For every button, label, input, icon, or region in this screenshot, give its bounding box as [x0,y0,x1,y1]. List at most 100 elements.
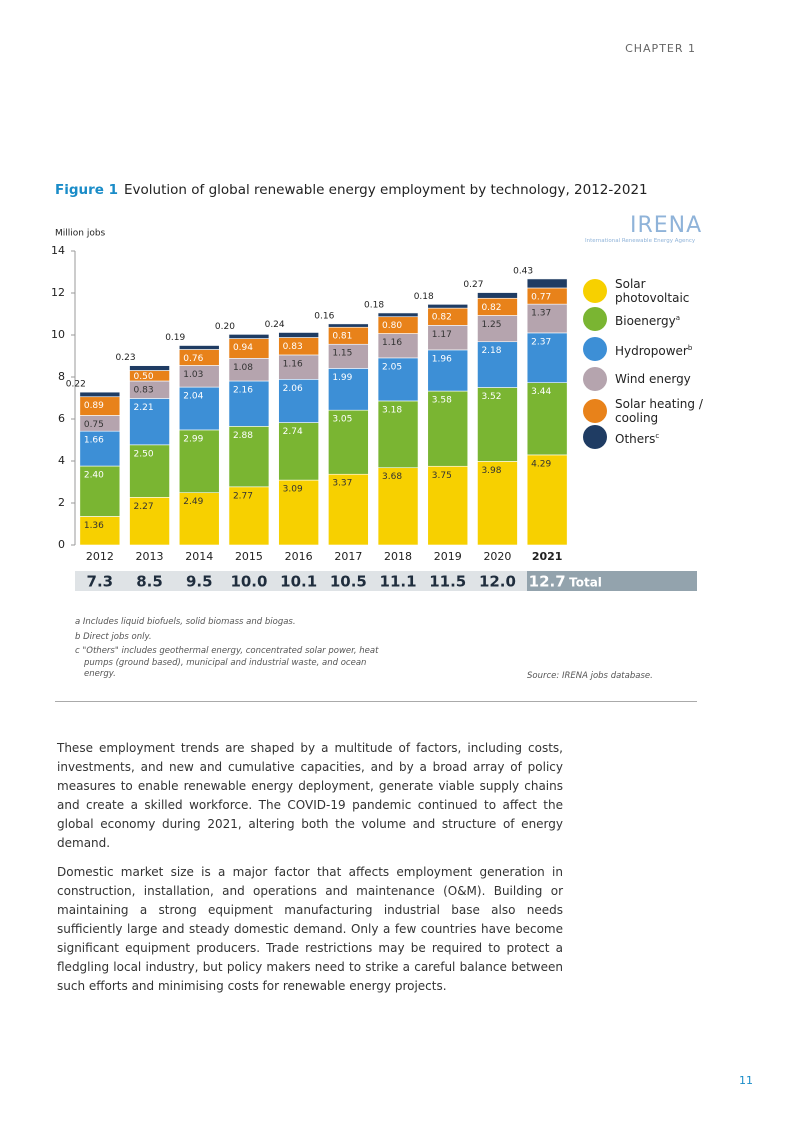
legend-entry: Hydropowerb [583,337,707,361]
data-label: 0.18 [414,292,434,302]
data-label: 3.09 [283,485,303,495]
bar-segment [79,391,121,398]
bar-segment [477,315,518,343]
bar-segment [228,380,270,427]
logo: IRENA International Renewable Energy Age… [585,213,703,244]
bar-segment [278,479,319,546]
bar-segment [377,312,419,318]
x-tick-label: 2017 [334,550,362,563]
footnotes: a Includes liquid biofuels, solid biomas… [75,617,395,684]
data-label: 3.75 [432,471,452,481]
data-label: 2.04 [183,392,203,402]
legend-entry: Wind energy [583,367,707,391]
data-label: 0.82 [432,313,452,323]
source: Source: IRENA jobs database. [527,671,653,681]
legend-label: Bioenergya [615,311,707,328]
bar-segment [278,354,319,380]
legend-icon [583,399,607,423]
y-tick-label: 12 [51,286,65,299]
data-label: 0.76 [183,354,203,364]
total-label: 10.0 [230,573,267,591]
data-label: 1.25 [481,320,501,330]
data-label: 1.36 [84,521,104,531]
data-label: 1.15 [332,349,352,359]
data-label: 3.98 [481,466,501,476]
bar-segment [278,379,319,423]
data-label: 0.89 [84,401,104,411]
bar-segment [526,303,568,334]
data-label: 0.18 [364,300,384,310]
data-label: 0.24 [265,320,285,330]
data-label: 1.17 [432,330,452,340]
bar-segment [278,422,319,481]
legend-label: Solar photovoltaic [615,277,707,305]
total-label: 11.1 [380,573,417,591]
chapter-label: CHAPTER 1 [625,42,696,55]
x-tick-label: 2016 [285,550,313,563]
data-label: 2.21 [134,403,154,413]
paragraph: These employment trends are shaped by a … [57,741,563,850]
data-label: 3.18 [382,405,402,415]
legend-label: Solar heating / cooling [615,397,707,425]
figure-caption: Evolution of global renewable energy emp… [124,182,648,198]
bar-segment [228,426,270,488]
data-label: 3.52 [481,392,501,402]
bar-segment [79,430,121,467]
legend-entry: Solar heating / cooling [583,397,707,425]
bar-segment [328,409,369,475]
legend-label: Hydropowerb [615,341,707,358]
legend-note: b [687,343,693,352]
data-label: 2.77 [233,491,253,501]
data-label: 4.29 [531,459,551,469]
bar-segment [328,368,369,411]
legend-entry: Solar photovoltaic [583,277,707,305]
footnote: c "Others" includes geothermal energy, c… [75,646,379,679]
data-label: 1.99 [332,373,352,383]
bar-segment [129,398,170,446]
data-label: 3.68 [382,472,402,482]
legend-entry: Othersc [583,425,707,449]
legend-label: Wind energy [615,372,707,386]
x-tick-label: 2012 [86,550,114,563]
legend-name: Others [615,431,656,446]
bar-segment [228,334,270,339]
total-label: 7.3 [87,573,114,591]
data-label: 0.80 [382,321,402,331]
legend-label: Othersc [615,429,707,446]
data-label: 0.20 [215,322,235,332]
data-label: 3.37 [332,479,352,489]
total-label: 12.0 [479,573,516,591]
data-label: 2.88 [233,431,253,441]
data-label: 3.44 [531,387,551,397]
data-label: 2.05 [382,362,402,372]
x-tick-label: 2013 [136,550,164,563]
bar-segment [178,429,220,494]
data-label: 2.40 [84,471,104,481]
y-tick-label: 10 [51,328,65,341]
x-tick-label: 2021 [532,550,563,563]
data-label: 2.50 [134,449,154,459]
y-tick-label: 4 [58,454,65,467]
body-text: These employment trends are shaped by a … [57,739,563,1006]
data-label: 0.16 [314,311,334,321]
data-label: 0.82 [481,303,501,313]
data-label: 1.03 [183,370,203,380]
legend-icon [583,307,607,331]
total-label: 10.5 [330,573,367,591]
bar-segment [477,341,518,388]
legend-name: Wind energy [615,372,691,386]
total-label: 11.5 [429,573,466,591]
y-tick-label: 6 [58,412,65,425]
data-label: 2.99 [183,434,203,444]
data-label: 1.16 [382,338,402,348]
logo-name: IRENA [630,213,703,238]
legend-name: Bioenergy [615,313,676,328]
bar-segment [477,292,518,299]
data-label: 0.83 [134,385,154,395]
y-tick-label: 2 [58,496,65,509]
data-label: 0.27 [463,280,483,290]
data-label: 2.49 [183,497,203,507]
x-tick-label: 2018 [384,550,412,563]
data-label: 0.43 [513,266,533,276]
data-label: 2.06 [283,384,303,394]
